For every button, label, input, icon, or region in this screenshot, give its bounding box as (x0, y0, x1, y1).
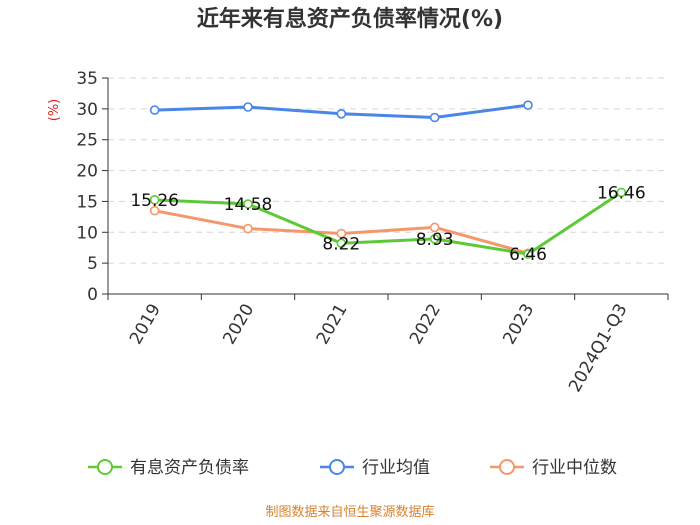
legend-label: 行业中位数 (532, 458, 617, 478)
y-tick-label: 35 (76, 69, 98, 89)
data-point (243, 102, 253, 112)
data-label: 6.46 (509, 245, 547, 265)
data-label: 15.26 (130, 191, 179, 211)
data-point (523, 100, 533, 110)
data-point (149, 195, 160, 205)
data-point (429, 234, 440, 244)
x-tick-label: 2021 (313, 301, 352, 348)
y-tick-label: 5 (87, 254, 98, 274)
legend-swatch-marker (97, 459, 113, 475)
x-tick-label: 2020 (219, 301, 258, 348)
legend-label: 行业均值 (362, 458, 430, 478)
x-tick-label: 2024Q1-Q3 (565, 301, 632, 396)
data-point (243, 223, 253, 234)
y-tick-label: 0 (87, 285, 98, 305)
data-label: 14.58 (224, 195, 273, 215)
y-tick-label: 30 (76, 100, 98, 120)
data-label: 8.22 (322, 234, 360, 254)
series-layer (149, 100, 627, 259)
data-labels: 15.26 14.58 8.22 8.93 6.46 16.46 (130, 183, 645, 265)
y-tick-label: 10 (76, 223, 98, 243)
data-label: 8.93 (416, 230, 454, 250)
chart-title: 近年来有息资产负债率情况(%) (197, 6, 503, 32)
data-point (429, 112, 440, 123)
y-tick-label: 25 (76, 131, 98, 151)
y-axis-ticks: 0 5 10 15 20 25 30 35 (76, 69, 109, 305)
y-tick-label: 20 (76, 162, 98, 182)
data-point (336, 238, 347, 249)
x-tick-label: 2023 (499, 301, 538, 348)
series-line-0 (154, 191, 623, 256)
x-tick-label: 2019 (126, 301, 165, 348)
data-point (523, 249, 533, 259)
data-point (243, 199, 253, 209)
data-point (149, 105, 160, 115)
data-label: 16.46 (597, 183, 646, 203)
grid-lines (108, 77, 668, 264)
data-point (149, 205, 160, 216)
data-point (616, 187, 627, 198)
x-tick-label: 2022 (406, 301, 445, 348)
legend-swatch-marker (329, 459, 345, 475)
legend-label: 有息资产负债率 (130, 458, 249, 478)
x-axis: 2019 2020 2021 2022 2023 2024Q1-Q3 (107, 293, 669, 396)
data-point (429, 222, 440, 233)
y-tick-label: 15 (76, 192, 98, 212)
source-footer: 制图数据来自恒生聚源数据库 (265, 504, 434, 520)
legend-swatch-marker (499, 459, 515, 475)
data-point (336, 108, 347, 119)
data-point (336, 228, 347, 239)
y-axis-label: (%) (47, 99, 62, 122)
legend: 有息资产负债率 行业均值 行业中位数 (88, 458, 617, 478)
